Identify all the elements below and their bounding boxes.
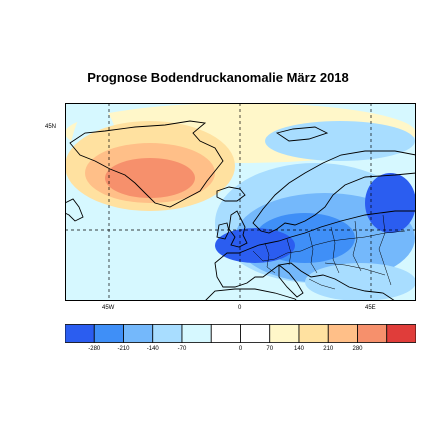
colorbar-tick-label: 280	[352, 346, 363, 352]
colorbar-swatch	[357, 324, 388, 343]
lat-label-45n: 45N	[45, 124, 57, 130]
colorbar-tick-label: -210	[117, 346, 130, 352]
ireland-coast	[216, 222, 230, 240]
iceland-coast	[216, 186, 246, 202]
newfoundland-coast	[65, 198, 84, 222]
map-canvas	[65, 103, 416, 301]
colorbar-swatch	[152, 324, 183, 343]
colorbar-swatch	[93, 324, 124, 343]
colorbar-swatch	[210, 324, 241, 343]
lon-label-45e: 45E	[365, 305, 376, 311]
anomaly-field	[65, 103, 416, 301]
colorbar-tick-label: -280	[88, 346, 101, 352]
italy-coast	[278, 264, 304, 298]
colorbar-swatch	[240, 324, 271, 343]
colorbar	[65, 324, 416, 344]
scandinavia-coast	[252, 150, 416, 234]
svalbard-coast	[275, 126, 329, 142]
graticule	[65, 103, 416, 301]
greenland-positive-core	[105, 158, 195, 198]
colorbar-swatch	[327, 324, 358, 343]
europe-coast	[214, 210, 416, 301]
biscay-negative-core	[215, 228, 295, 263]
colorbar-swatch	[65, 324, 95, 343]
colorbar-tick-label: 70	[266, 346, 274, 352]
britain-coast	[228, 210, 248, 248]
coastlines	[65, 120, 416, 301]
country-borders	[252, 214, 406, 290]
colorbar-tick-label: 0	[238, 346, 243, 352]
colorbar-tick-label: -70	[177, 346, 187, 352]
colorbar-svg	[65, 324, 416, 343]
colorbar-swatch	[123, 324, 154, 343]
colorbar-swatch	[181, 324, 212, 343]
colorbar-swatch	[386, 324, 416, 343]
colorbar-tick-label: 210	[323, 346, 334, 352]
anomaly-map	[65, 103, 416, 301]
greenland-coast	[69, 120, 224, 208]
colorbar-tick-label: -140	[146, 346, 159, 352]
lon-label-0: 0	[238, 305, 242, 311]
colorbar-tick-label: 140	[293, 346, 305, 352]
colorbar-swatch	[298, 324, 329, 343]
map-frame	[65, 103, 416, 301]
colorbar-swatch	[269, 324, 300, 343]
russia-negative-core	[365, 173, 416, 233]
lon-label-45w: 45W	[102, 305, 115, 311]
south-east-negative	[305, 263, 416, 301]
map-title: Prognose Bodendruckanomalie März 2018	[87, 70, 349, 85]
